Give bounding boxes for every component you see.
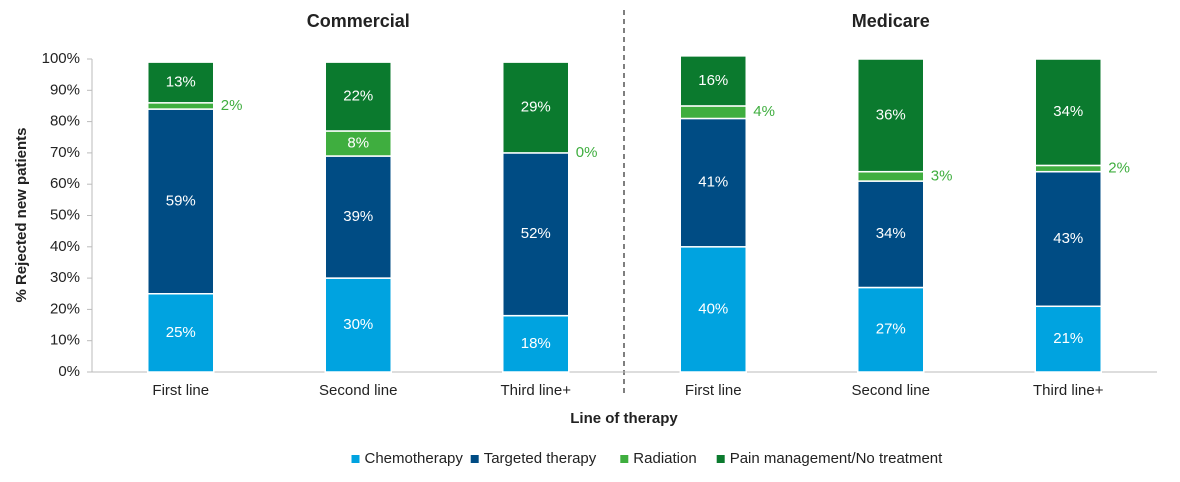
data-label: 8%: [347, 134, 369, 151]
bar-segment: [857, 286, 925, 373]
bar-segment: [679, 105, 747, 120]
y-tick-label: 50%: [50, 206, 80, 223]
bar-segment: [857, 58, 925, 173]
bar-segment: [679, 55, 747, 107]
data-label: 39%: [343, 208, 373, 225]
legend-label: Pain management/No treatment: [730, 450, 943, 467]
y-tick-label: 70%: [50, 144, 80, 161]
legend-label: Targeted therapy: [484, 450, 597, 467]
legend-swatch: [620, 455, 629, 463]
data-label: 40%: [698, 300, 728, 317]
bar-segment: [502, 61, 570, 154]
data-label: 2%: [1108, 160, 1130, 177]
data-label: 36%: [876, 106, 906, 123]
group-title: Medicare: [852, 11, 930, 31]
y-axis-title: % Rejected new patients: [13, 127, 30, 302]
bar-segment: [857, 170, 925, 182]
bar-segment: [324, 61, 392, 132]
y-tick-label: 80%: [50, 113, 80, 130]
y-tick-label: 30%: [50, 269, 80, 286]
data-label: 16%: [698, 72, 728, 89]
x-tick-label: First line: [152, 382, 209, 399]
y-tick-label: 40%: [50, 238, 80, 255]
data-label: 41%: [698, 174, 728, 191]
bar-segment: [1034, 170, 1102, 308]
bar-segment: [502, 314, 570, 373]
y-tick-label: 60%: [50, 175, 80, 192]
data-label: 3%: [931, 167, 953, 184]
bar-segment: [1034, 164, 1102, 173]
bar-segment: [147, 61, 215, 104]
bar-segment: [1034, 305, 1102, 373]
x-tick-label: Second line: [852, 382, 930, 399]
bar-segment: [1034, 58, 1102, 167]
y-tick-label: 90%: [50, 81, 80, 98]
data-label: 22%: [343, 88, 373, 105]
x-tick-label: Third line+: [501, 382, 572, 399]
data-label: 52%: [521, 225, 551, 242]
y-tick-label: 0%: [58, 363, 80, 380]
bar-segment: [679, 246, 747, 373]
data-label: 13%: [166, 73, 196, 90]
bar-segment: [502, 152, 570, 317]
data-label: 59%: [166, 192, 196, 209]
data-label: 4%: [753, 103, 775, 120]
x-tick-label: Third line+: [1033, 382, 1104, 399]
y-tick-label: 100%: [42, 50, 80, 67]
x-axis-title: Line of therapy: [570, 410, 678, 427]
x-tick-label: Second line: [319, 382, 397, 399]
data-label: 2%: [221, 97, 243, 114]
data-label: 34%: [876, 225, 906, 242]
data-label: 27%: [876, 321, 906, 338]
data-label: 18%: [521, 335, 551, 352]
bar-segment: [679, 117, 747, 248]
data-label: 25%: [166, 324, 196, 341]
legend-swatch: [716, 455, 725, 463]
data-label: 30%: [343, 316, 373, 333]
legend-label: Radiation: [633, 450, 696, 467]
legend-swatch: [351, 455, 360, 463]
y-tick-label: 20%: [50, 300, 80, 317]
y-tick-label: 10%: [50, 332, 80, 349]
x-tick-label: First line: [685, 382, 742, 399]
bar-segment: [324, 155, 392, 279]
group-title: Commercial: [307, 11, 410, 31]
data-label: 0%: [576, 144, 598, 161]
bar-segment: [324, 130, 392, 157]
legend-label: Chemotherapy: [365, 450, 464, 467]
bar-segment: [857, 180, 925, 289]
bar-segment: [147, 102, 215, 110]
data-label: 34%: [1053, 103, 1083, 120]
legend-swatch: [470, 455, 479, 463]
data-label: 43%: [1053, 230, 1083, 247]
data-label: 21%: [1053, 330, 1083, 347]
data-label: 29%: [521, 98, 551, 115]
